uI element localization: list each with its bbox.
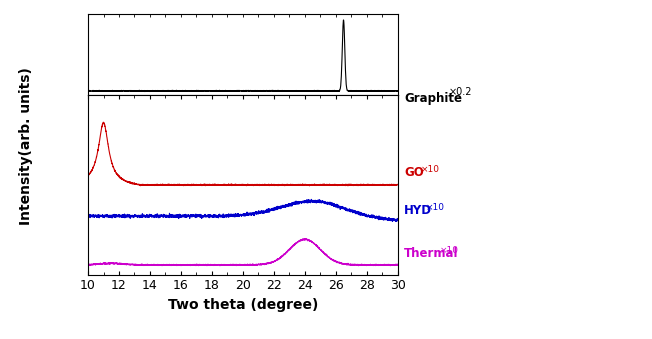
Text: ×10: ×10 bbox=[439, 245, 458, 255]
Text: ×0.2: ×0.2 bbox=[449, 87, 472, 97]
Text: ×10: ×10 bbox=[421, 165, 440, 174]
Text: Intensity(arb. units): Intensity(arb. units) bbox=[19, 67, 33, 225]
Text: ×10: ×10 bbox=[426, 202, 445, 212]
Text: HYD: HYD bbox=[404, 204, 432, 217]
X-axis label: Two theta (degree): Two theta (degree) bbox=[168, 298, 318, 312]
Text: GO: GO bbox=[404, 166, 424, 179]
Text: Thermal: Thermal bbox=[404, 247, 459, 260]
Text: Graphite: Graphite bbox=[404, 92, 462, 105]
